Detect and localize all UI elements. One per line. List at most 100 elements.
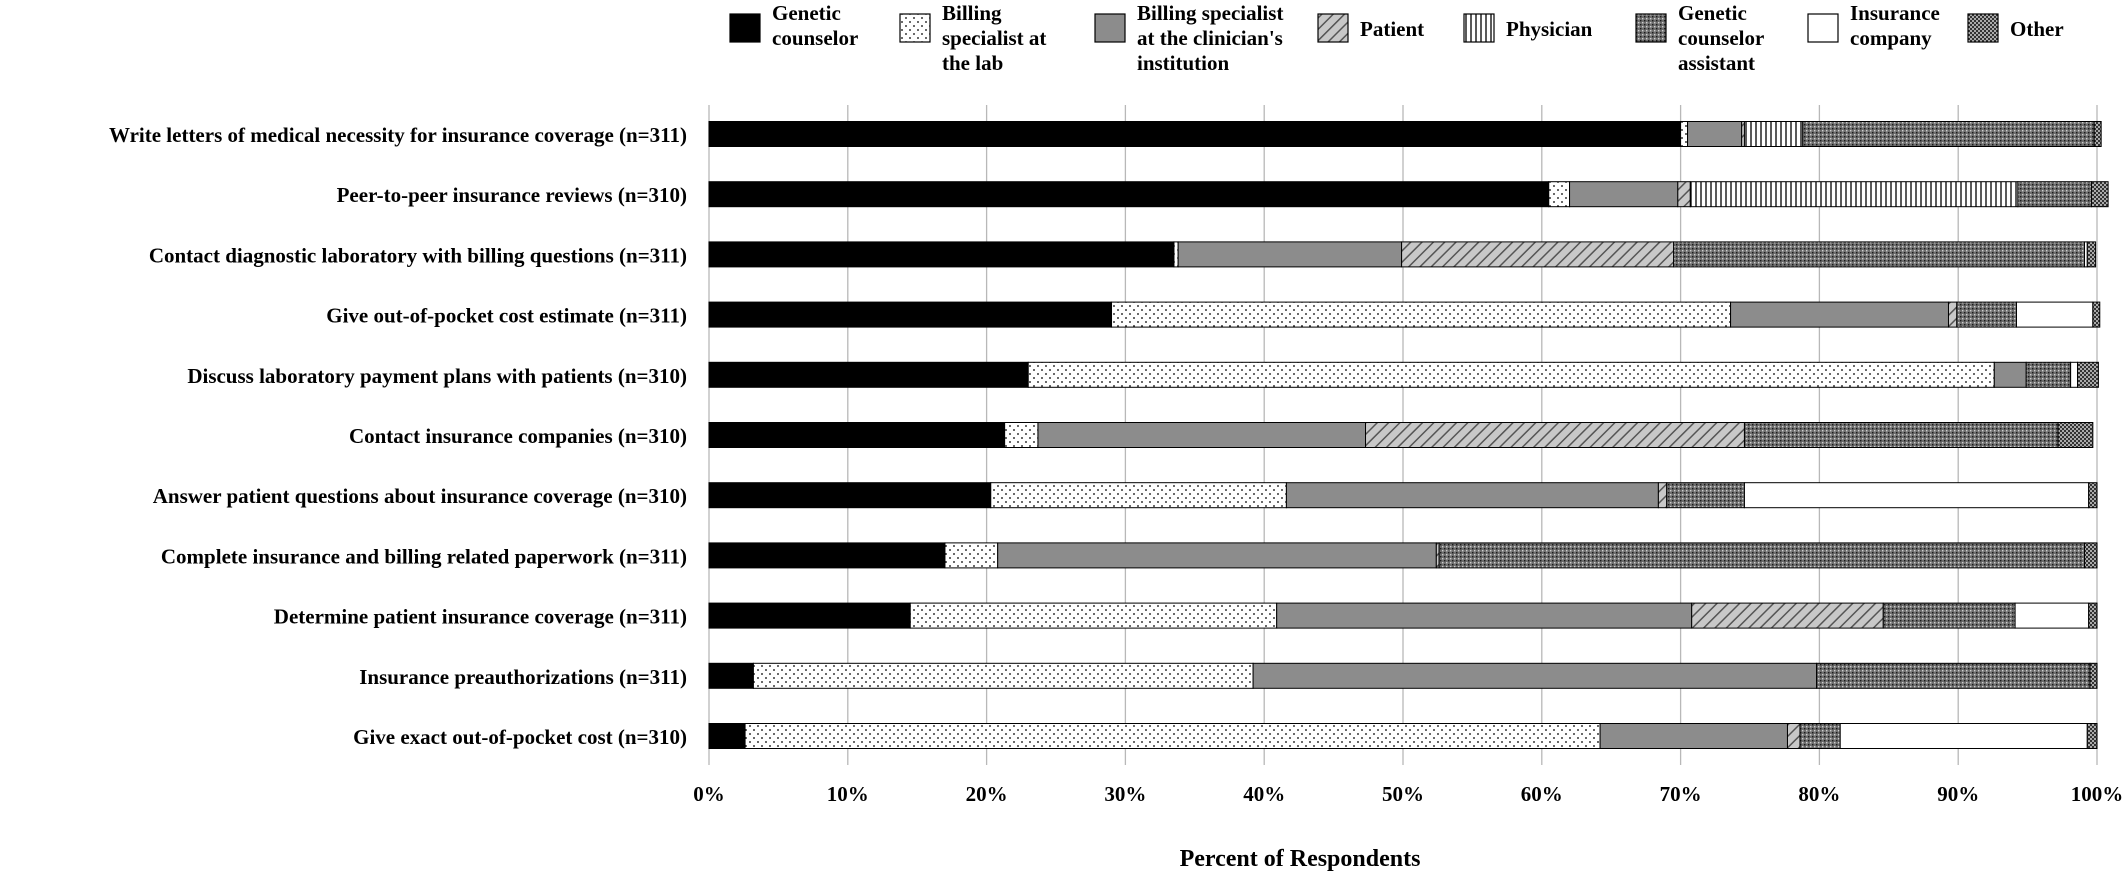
x-axis-title: Percent of Respondents: [1180, 846, 1421, 872]
legend-label: the lab: [942, 51, 1003, 75]
bar-segment: [1882, 602, 2016, 629]
x-tick-label: 20%: [966, 782, 1008, 806]
bar-segment: [1569, 181, 1679, 208]
x-tick-label: 90%: [1937, 782, 1979, 806]
bar-segment: [997, 542, 1437, 569]
legend-label: Other: [2010, 17, 2064, 41]
legend-swatch: [899, 13, 931, 43]
bar-segment: [1252, 662, 1818, 689]
bar-segment: [1027, 361, 1995, 388]
bar-segment: [1037, 422, 1367, 448]
bar-segment: [2093, 121, 2102, 147]
bar-segment: [1816, 662, 2091, 689]
bar-segment: [708, 602, 911, 629]
legend-swatch: [1807, 13, 1839, 43]
legend-label: Billing specialist: [1137, 1, 1283, 25]
bar-segment: [2084, 542, 2098, 569]
bar-segment: [1786, 723, 1801, 749]
bar-segment: [708, 181, 1550, 208]
bar-segment: [1680, 121, 1689, 147]
legend-label: Billing: [942, 1, 1002, 25]
x-tick-label: 40%: [1243, 782, 1285, 806]
bar-segment: [2025, 361, 2072, 388]
category-label: Determine patient insurance coverage (n=…: [274, 605, 687, 629]
bar-segment: [708, 361, 1029, 388]
bar-segment: [1438, 542, 2086, 569]
legend-swatch: [729, 13, 761, 43]
bar-segment: [1993, 361, 2027, 388]
bar-segment: [909, 602, 1278, 629]
bar-segment: [708, 723, 746, 749]
bar-segment: [2057, 422, 2094, 448]
legend-label: counselor: [772, 26, 858, 50]
category-label: Answer patient questions about insurance…: [153, 484, 687, 508]
category-label: Complete insurance and billing related p…: [161, 544, 687, 568]
x-tick-label: 70%: [1660, 782, 1702, 806]
bar-segment: [1276, 602, 1693, 629]
legend-label: Genetic: [1678, 1, 1747, 25]
category-label: Give exact out-of-pocket cost (n=310): [353, 725, 687, 749]
bar-segment: [1799, 723, 1841, 749]
category-label: Write letters of medical necessity for i…: [109, 123, 687, 147]
legend-label: Physician: [1506, 17, 1593, 41]
category-label: Discuss laboratory payment plans with pa…: [187, 364, 687, 388]
bar-segment: [1691, 602, 1884, 629]
bar-segment: [708, 121, 1682, 147]
bar-segment: [1657, 482, 1668, 509]
bar-segment: [1730, 301, 1949, 328]
bar-segment: [2092, 301, 2101, 328]
legend-label: Patient: [1360, 17, 1424, 41]
bar-segment: [2015, 301, 2094, 328]
legend-swatch: [1463, 13, 1495, 43]
bar-segment: [2089, 662, 2098, 689]
x-tick-label: 10%: [827, 782, 869, 806]
legend-label: specialist at: [942, 26, 1046, 50]
legend-label: company: [1850, 26, 1932, 50]
bar-segment: [752, 662, 1254, 689]
bar-segment: [708, 241, 1175, 268]
category-label: Contact insurance companies (n=310): [349, 424, 687, 448]
x-tick-label: 30%: [1104, 782, 1146, 806]
bar-segment: [1365, 422, 1745, 448]
bar-segment: [1689, 181, 2019, 208]
category-label: Contact diagnostic laboratory with billi…: [149, 243, 687, 267]
bar-segment: [2090, 181, 2109, 208]
bar-segment: [1599, 723, 1788, 749]
bar-segment: [744, 723, 1601, 749]
bar-segment: [1947, 301, 1958, 328]
bar-segment: [1111, 301, 1732, 328]
bar-segment: [1802, 121, 2095, 147]
bar-segment: [1173, 241, 1179, 268]
bar-segment: [1956, 301, 2017, 328]
bar-segment: [1673, 241, 2086, 268]
bar-segment: [1677, 181, 1691, 208]
legend-label: assistant: [1678, 51, 1755, 75]
bar-segment: [1743, 121, 1804, 147]
bar-segment: [708, 542, 946, 569]
bar-segment: [2070, 361, 2079, 388]
bar-segment: [2077, 361, 2099, 388]
legend-label: Genetic: [772, 1, 841, 25]
category-label: Peer-to-peer insurance reviews (n=310): [337, 183, 687, 207]
bar-segment: [1743, 422, 2059, 448]
category-label: Insurance preauthorizations (n=311): [359, 665, 687, 689]
bar-segment: [1839, 723, 2088, 749]
legend-swatch: [1967, 13, 1999, 43]
bar-segment: [708, 301, 1113, 328]
bar-segment: [2086, 723, 2098, 749]
bar-segment: [1743, 482, 2090, 509]
legend-label: Insurance: [1850, 1, 1940, 25]
legend-swatch: [1317, 13, 1349, 43]
legend-swatch: [1094, 13, 1126, 43]
bar-segment: [708, 422, 1006, 448]
bar-segment: [2086, 241, 2097, 268]
legend-label: counselor: [1678, 26, 1764, 50]
legend-label: institution: [1137, 51, 1230, 75]
bar-segment: [1285, 482, 1659, 509]
bar-segment: [2088, 602, 2098, 629]
bars: [708, 121, 2109, 749]
bar-segment: [708, 482, 992, 509]
